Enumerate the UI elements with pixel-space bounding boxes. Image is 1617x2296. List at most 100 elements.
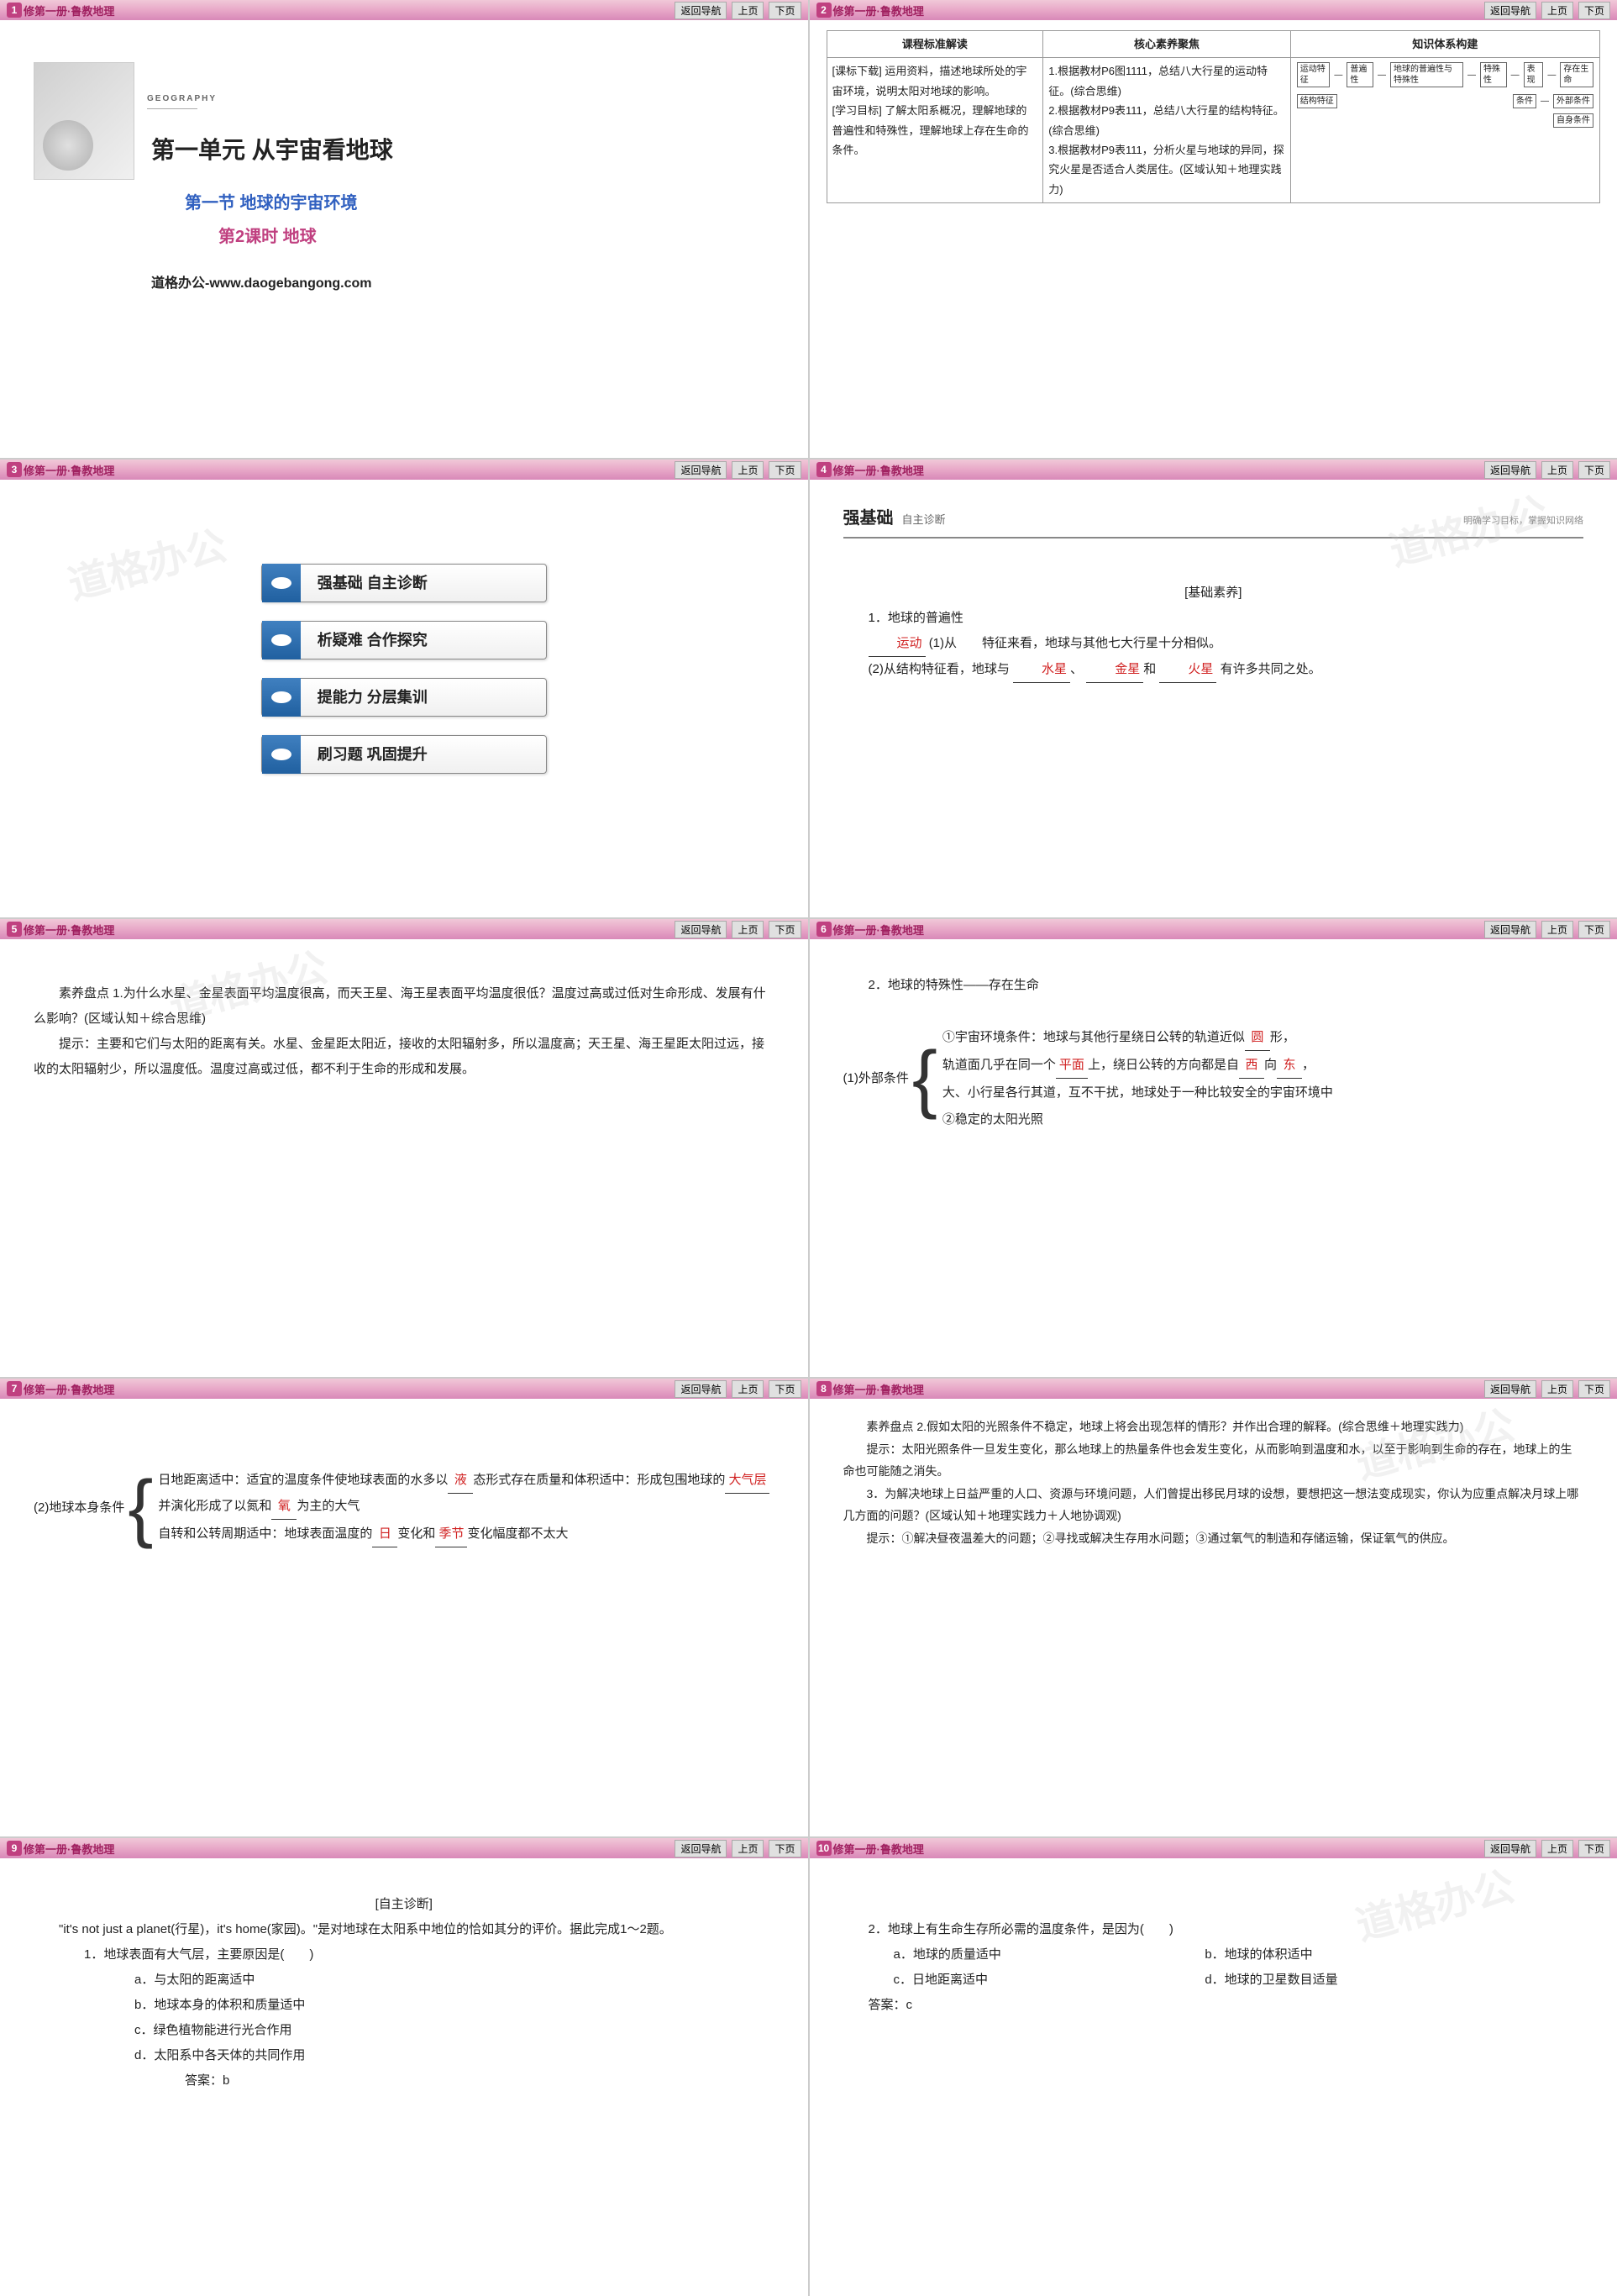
diagram-node: 普遍性	[1347, 62, 1373, 87]
nav-next-button[interactable]: 下页	[1578, 921, 1610, 938]
nav-prev-button[interactable]: 上页	[1541, 461, 1573, 479]
option: b．地球本身的体积和质量适中	[134, 1993, 774, 2018]
nav-back-button[interactable]: 返回导航	[675, 2, 727, 19]
section-2-title: 第2课时 地球	[218, 222, 317, 252]
slide-number-badge: 7	[7, 1381, 22, 1396]
slide-6: 6 修第一册·鲁教地理 返回导航 上页 下页 2．地球的特殊性——存在生命 (1…	[810, 919, 1617, 1377]
slide-number-badge: 10	[816, 1841, 832, 1856]
nav-next-button[interactable]: 下页	[1578, 2, 1610, 19]
slide-number-badge: 8	[816, 1381, 832, 1396]
section-sub: 自主诊断	[902, 510, 946, 529]
nav-prev-button[interactable]: 上页	[732, 461, 764, 479]
menu-icon	[262, 621, 301, 659]
menu-item-ability[interactable]: 提能力 分层集训	[261, 678, 547, 717]
paragraph: 素养盘点 2.假如太阳的光照条件不稳定，地球上将会出现怎样的情形？并作出合理的解…	[843, 1416, 1584, 1438]
brace-line: 自转和公转周期适中：地球表面温度的日变化和季节变化幅度都不太大	[158, 1521, 774, 1547]
nav-back-button[interactable]: 返回导航	[675, 1840, 727, 1857]
subsection-title: [基础素养]	[843, 581, 1584, 606]
slide-header: 8 修第一册·鲁教地理 返回导航 上页 下页	[810, 1379, 1617, 1399]
slide-number-badge: 9	[7, 1841, 22, 1856]
header-title: 修第一册·鲁教地理	[24, 462, 114, 478]
menu-label: 析疑难 合作探究	[301, 627, 428, 654]
answer: 液	[448, 1468, 473, 1494]
header-title: 修第一册·鲁教地理	[24, 922, 114, 938]
slide-header: 10 修第一册·鲁教地理 返回导航 上页 下页	[810, 1838, 1617, 1858]
nav-back-button[interactable]: 返回导航	[1484, 1840, 1536, 1857]
answer: 火星	[1159, 657, 1216, 683]
menu-item-foundation[interactable]: 强基础 自主诊断	[261, 564, 547, 602]
paragraph: 素养盘点 1.为什么水星、金星表面平均温度很高，而天王星、海王星表面平均温度很低…	[34, 981, 774, 1032]
nav-back-button[interactable]: 返回导航	[675, 461, 727, 479]
geography-label: GEOGRAPHY	[147, 92, 197, 109]
slide-number-badge: 3	[7, 462, 22, 477]
nav-next-button[interactable]: 下页	[1578, 1840, 1610, 1857]
nav-prev-button[interactable]: 上页	[732, 1840, 764, 1857]
nav-prev-button[interactable]: 上页	[732, 921, 764, 938]
slide-header: 7 修第一册·鲁教地理 返回导航 上页 下页	[0, 1379, 808, 1399]
answer-line: 答案：b	[185, 2068, 774, 2094]
menu-list: 强基础 自主诊断 析疑难 合作探究 提能力 分层集训 刷习题 巩固提升	[261, 564, 547, 774]
menu-item-practice[interactable]: 刷习题 巩固提升	[261, 735, 547, 774]
watermark: 道格办公	[60, 511, 235, 623]
menu-icon	[262, 735, 301, 774]
header-title: 修第一册·鲁教地理	[24, 1381, 114, 1397]
slide-4: 4 修第一册·鲁教地理 返回导航 上页 下页 道格办公 强基础 自主诊断 明确学…	[810, 460, 1617, 917]
option: c．绿色植物能进行光合作用	[134, 2018, 774, 2043]
diagram-node: 特殊性	[1480, 62, 1507, 87]
option-row: c．日地距离适中 d．地球的卫星数目适量	[843, 1968, 1584, 1993]
nav-prev-button[interactable]: 上页	[1541, 1840, 1573, 1857]
brace-symbol: {	[128, 1466, 153, 1549]
nav-prev-button[interactable]: 上页	[1541, 1380, 1573, 1398]
nav-next-button[interactable]: 下页	[769, 1380, 801, 1398]
standards-table: 课程标准解读 核心素养聚焦 知识体系构建 [课标下载] 运用资料，描述地球所处的…	[827, 30, 1601, 203]
slide-grid: 1 修第一册·鲁教地理 返回导航 上页 下页 GEOGRAPHY 第一单元 从宇…	[0, 0, 1617, 2296]
nav-prev-button[interactable]: 上页	[1541, 921, 1573, 938]
nav-next-button[interactable]: 下页	[769, 1840, 801, 1857]
answer: 金星	[1086, 657, 1143, 683]
nav-next-button[interactable]: 下页	[1578, 1380, 1610, 1398]
header-title: 修第一册·鲁教地理	[833, 1381, 924, 1397]
diagram-cell: 运动特征— 普遍性— 地球的普遍性与特殊性— 特殊性— 表现— 存在生命 结构特…	[1290, 58, 1599, 203]
answer: 东	[1277, 1053, 1302, 1079]
nav-back-button[interactable]: 返回导航	[675, 921, 727, 938]
diagram-node: 结构特征	[1297, 94, 1337, 108]
diagram-node: 运动特征	[1297, 62, 1331, 87]
nav-back-button[interactable]: 返回导航	[1484, 921, 1536, 938]
slide-number-badge: 5	[7, 922, 22, 937]
table-header: 课程标准解读	[827, 31, 1043, 58]
slide-10: 10 修第一册·鲁教地理 返回导航 上页 下页 道格办公 2．地球上有生命生存所…	[810, 1838, 1617, 2296]
answer: 日	[372, 1521, 397, 1547]
nav-prev-button[interactable]: 上页	[732, 2, 764, 19]
brace-group: (2)地球本身条件 { 日地距离适中：适宜的温度条件使地球表面的水多以液态形式存…	[34, 1466, 774, 1549]
nav-prev-button[interactable]: 上页	[1541, 2, 1573, 19]
nav-next-button[interactable]: 下页	[769, 2, 801, 19]
nav-next-button[interactable]: 下页	[769, 461, 801, 479]
section-header: 强基础 自主诊断 明确学习目标，掌握知识网络	[843, 497, 1584, 539]
nav-back-button[interactable]: 返回导航	[1484, 1380, 1536, 1398]
table-cell: [课标下载] 运用资料，描述地球所处的宇宙环境，说明太阳对地球的影响。 [学习目…	[827, 58, 1043, 203]
brace-line: 日地距离适中：适宜的温度条件使地球表面的水多以液态形式存在质量和体积适中：形成包…	[158, 1468, 774, 1520]
nav-back-button[interactable]: 返回导航	[1484, 2, 1536, 19]
option: a．与太阳的距离适中	[134, 1968, 774, 1993]
nav-prev-button[interactable]: 上页	[732, 1380, 764, 1398]
slide-7: 7 修第一册·鲁教地理 返回导航 上页 下页 (2)地球本身条件 { 日地距离适…	[0, 1379, 808, 1836]
table-header: 核心素养聚焦	[1043, 31, 1291, 58]
brace-label: (2)地球本身条件	[34, 1466, 128, 1549]
menu-icon	[262, 678, 301, 717]
nav-back-button[interactable]: 返回导航	[675, 1380, 727, 1398]
answer: 水星	[1013, 657, 1070, 683]
diagram-node: 表现	[1524, 62, 1544, 87]
source-url: 道格办公-www.daogebangong.com	[151, 272, 372, 297]
subsection-title: [自主诊断]	[34, 1892, 774, 1917]
slide-number-badge: 6	[816, 922, 832, 937]
nav-next-button[interactable]: 下页	[769, 921, 801, 938]
brace-label: (1)外部条件	[843, 1023, 912, 1134]
brace-group: (1)外部条件 { ①宇宙环境条件：地球与其他行星绕日公转的轨道近似圆形， 轨道…	[843, 1023, 1584, 1134]
menu-item-analyze[interactable]: 析疑难 合作探究	[261, 621, 547, 659]
brace-line: ②稳定的太阳光照	[942, 1107, 1333, 1132]
nav-back-button[interactable]: 返回导航	[1484, 461, 1536, 479]
slide-5: 5 修第一册·鲁教地理 返回导航 上页 下页 道格办公 素养盘点 1.为什么水星…	[0, 919, 808, 1377]
nav-next-button[interactable]: 下页	[1578, 461, 1610, 479]
answer: 运动	[869, 631, 926, 657]
answer-line: 答案：c	[843, 1993, 1584, 2018]
